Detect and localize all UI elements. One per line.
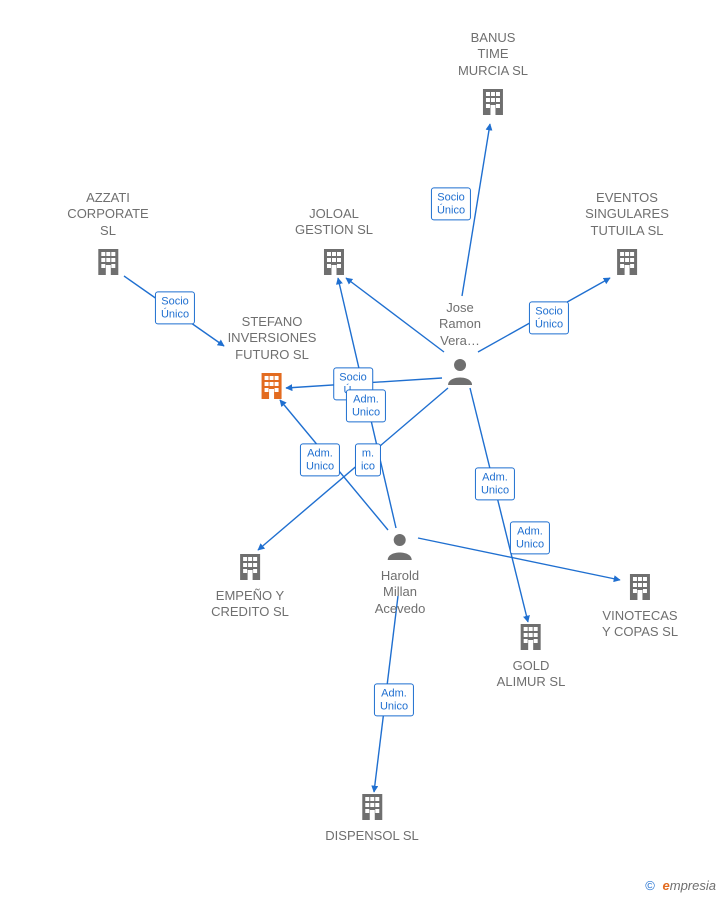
edge-jose-gold [470,388,528,622]
building-icon [515,620,547,652]
node-stefano[interactable]: STEFANO INVERSIONES FUTURO SL [228,314,317,401]
node-banus[interactable]: BANUS TIME MURCIA SL [458,30,528,117]
node-azzati[interactable]: AZZATI CORPORATE SL [67,190,148,277]
building-icon [477,85,509,117]
brand-e: e [663,878,670,893]
edge-label-harold-dispensol: Adm.Unico [374,683,414,716]
node-joloal[interactable]: JOLOAL GESTION SL [295,206,373,277]
person-icon [444,355,476,387]
node-label: AZZATI CORPORATE SL [67,190,148,239]
watermark: © empresia [645,878,716,893]
node-dispensol[interactable]: DISPENSOL SL [325,790,418,844]
building-icon [611,245,643,277]
node-empeno[interactable]: EMPEÑO Y CREDITO SL [211,550,289,621]
building-icon [256,369,288,401]
node-label: Jose Ramon Vera… [439,300,481,349]
node-label: Harold Millan Acevedo [375,568,426,617]
node-gold[interactable]: GOLD ALIMUR SL [497,620,566,691]
edge-label-azzati-stefano: SocioÚnico [155,291,195,324]
brand-rest: mpresia [670,878,716,893]
edge-label-jose-banus: SocioÚnico [431,187,471,220]
building-icon [234,550,266,582]
building-icon [92,245,124,277]
building-icon [356,790,388,822]
edge-label-harold-stefano: Adm.Unico [346,389,386,422]
node-harold[interactable]: Harold Millan Acevedo [375,530,426,617]
node-label: JOLOAL GESTION SL [295,206,373,239]
copyright-symbol: © [645,878,655,893]
node-eventos[interactable]: EVENTOS SINGULARES TUTUILA SL [585,190,669,277]
node-label: DISPENSOL SL [325,828,418,844]
node-label: EVENTOS SINGULARES TUTUILA SL [585,190,669,239]
edge-label-jose-eventos: SocioÚnico [529,301,569,334]
building-icon [318,245,350,277]
edge-jose-joloal [346,278,444,352]
node-label: BANUS TIME MURCIA SL [458,30,528,79]
edge-label-jose-gold: Adm.Unico [475,467,515,500]
person-icon [384,530,416,562]
edge-label-harold-vinotecas: Adm.Unico [510,521,550,554]
building-icon [624,570,656,602]
edge-label-harold-stefano2: m.ico [355,443,381,476]
node-label: VINOTECAS Y COPAS SL [602,608,678,641]
node-label: STEFANO INVERSIONES FUTURO SL [228,314,317,363]
edge-label-jose-empeno: Adm.Unico [300,443,340,476]
node-label: GOLD ALIMUR SL [497,658,566,691]
node-jose[interactable]: Jose Ramon Vera… [439,300,481,387]
node-vinotecas[interactable]: VINOTECAS Y COPAS SL [602,570,678,641]
node-label: EMPEÑO Y CREDITO SL [211,588,289,621]
